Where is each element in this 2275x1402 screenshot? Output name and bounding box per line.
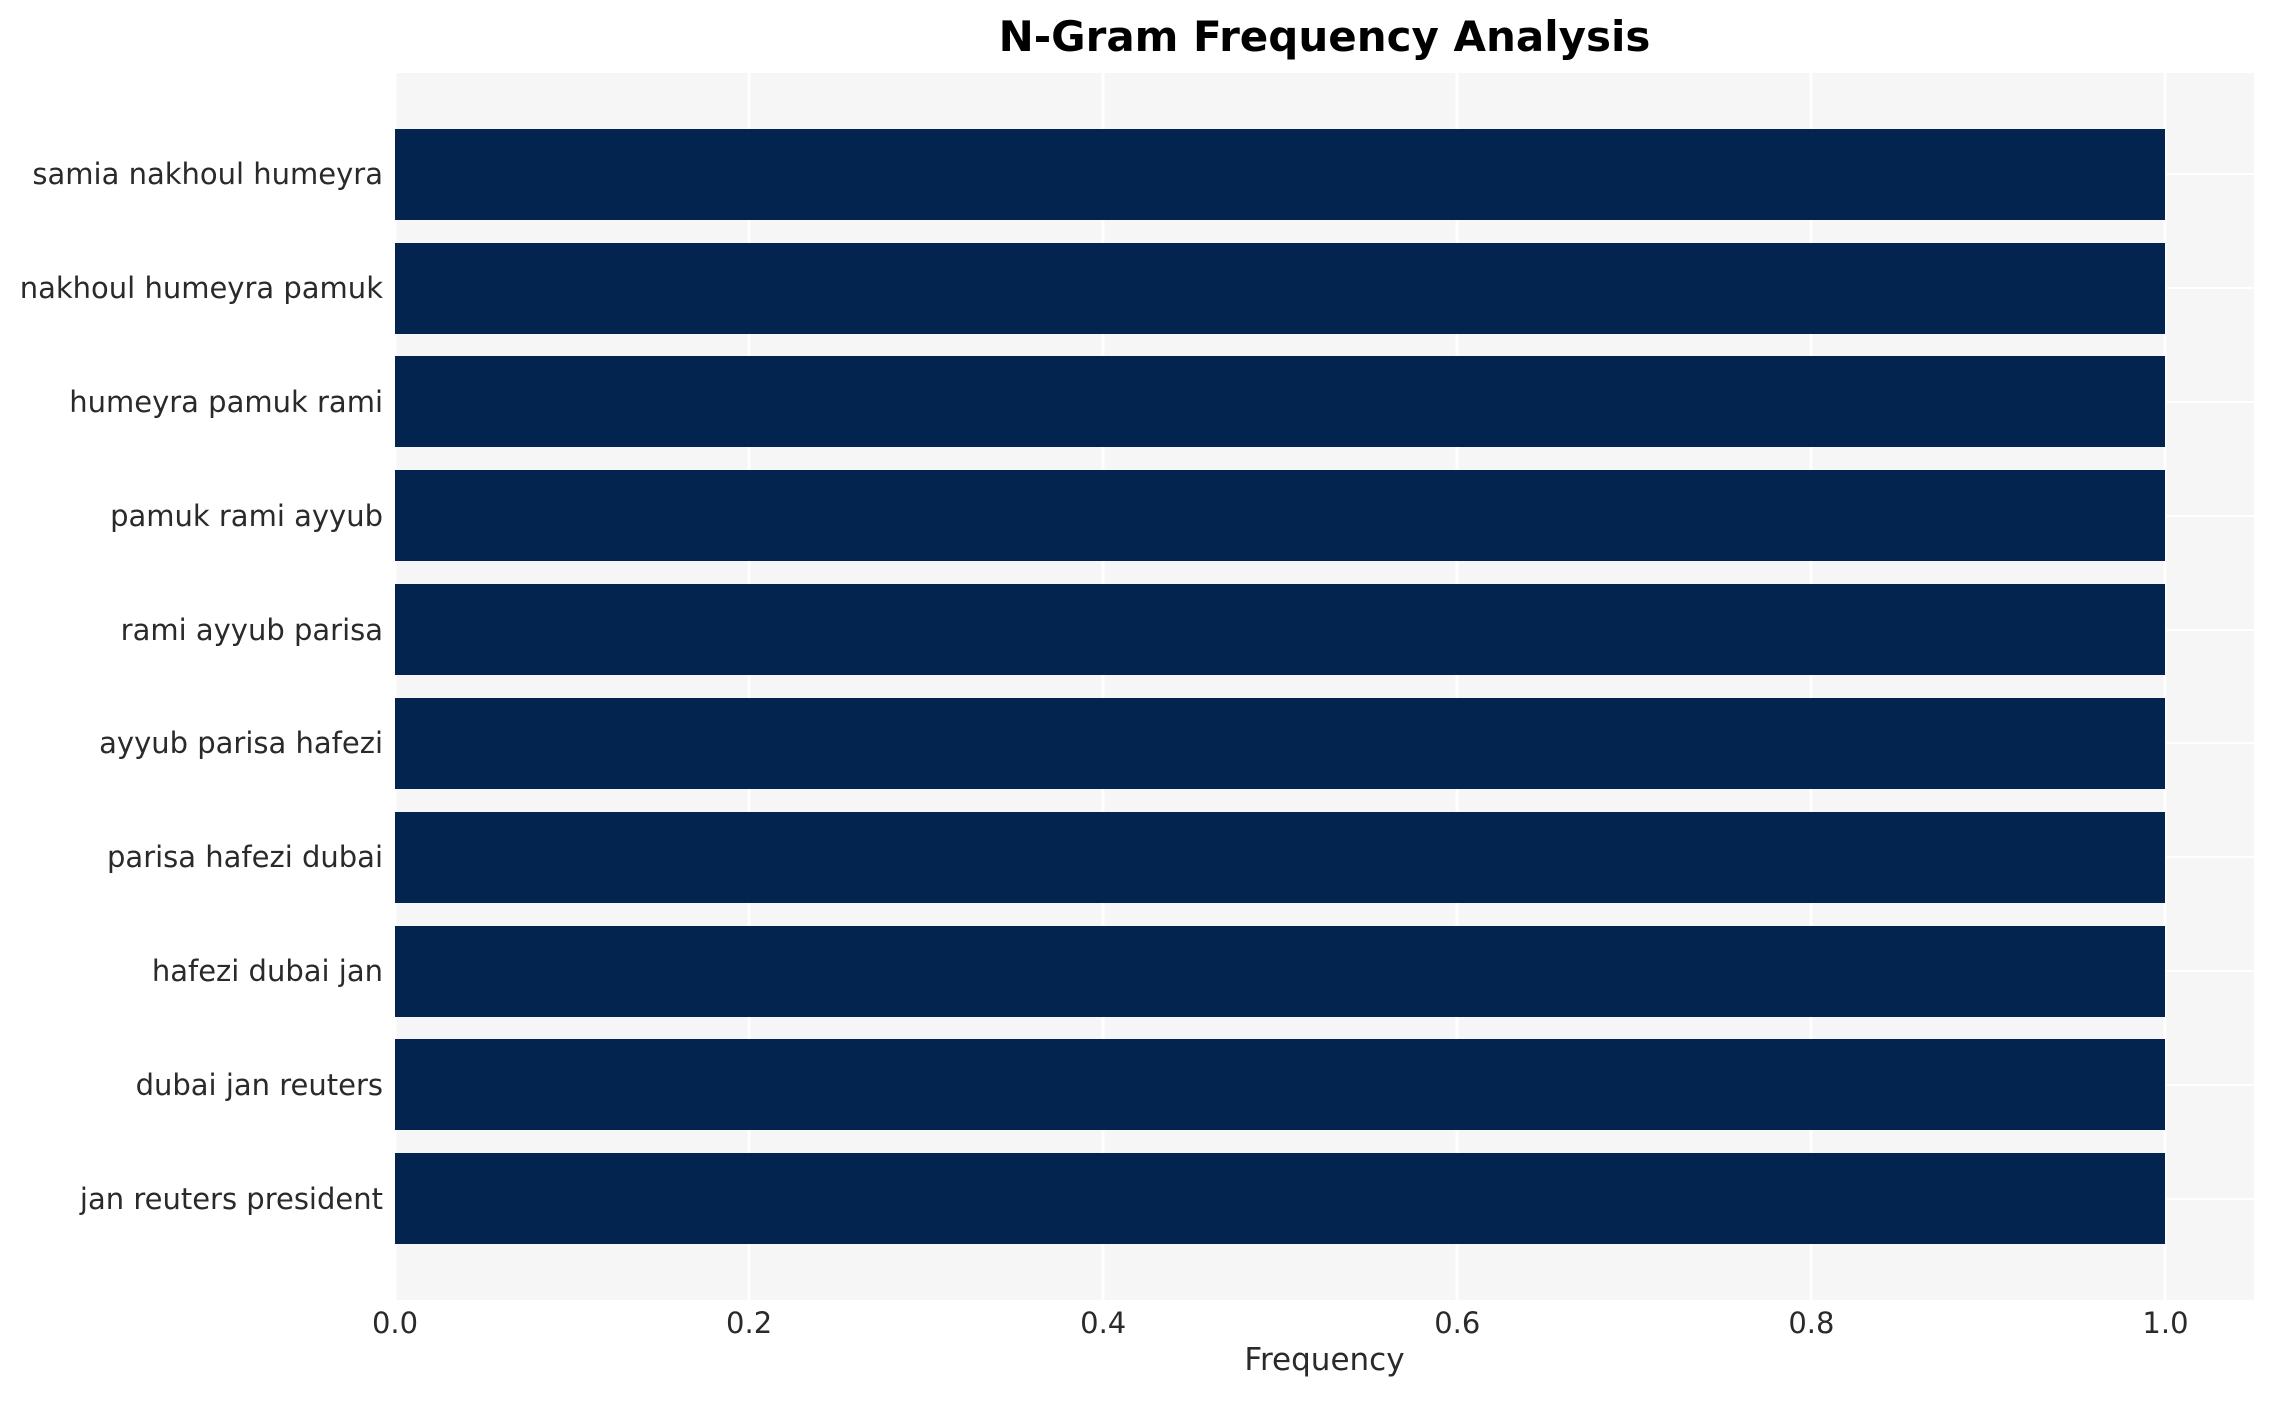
x-tick-label: 1.0 <box>2142 1306 2189 1340</box>
bar <box>395 356 2166 448</box>
y-tick-label: hafezi dubai jan <box>151 954 383 989</box>
chart-title: N-Gram Frequency Analysis <box>998 11 1651 61</box>
y-tick-label: samia nakhoul humeyra <box>32 157 383 192</box>
bar <box>395 584 2166 676</box>
x-axis-label: Frequency <box>1244 1342 1405 1378</box>
x-tick-label: 0.4 <box>1080 1306 1127 1340</box>
y-tick-label: parisa hafezi dubai <box>107 840 383 875</box>
bar <box>395 1039 2166 1131</box>
plot-area <box>393 73 2254 1300</box>
bar <box>395 128 2166 220</box>
bar <box>395 242 2166 334</box>
x-tick-label: 0.2 <box>726 1306 773 1340</box>
y-tick-label: nakhoul humeyra pamuk <box>19 271 383 306</box>
gridline-vertical <box>747 73 751 1300</box>
y-tick-label: ayyub parisa hafezi <box>99 726 383 761</box>
gridline-vertical <box>1809 73 1813 1300</box>
y-tick-label: jan reuters president <box>79 1181 383 1216</box>
y-tick-label: rami ayyub parisa <box>120 612 383 647</box>
y-tick-label: pamuk rami ayyub <box>110 498 383 533</box>
gridline-vertical <box>1101 73 1105 1300</box>
gridline-vertical <box>393 73 397 1300</box>
y-tick-label: humeyra pamuk rami <box>69 384 383 419</box>
x-tick-label: 0.0 <box>371 1306 419 1340</box>
bar <box>395 1153 2166 1245</box>
x-tick-label: 0.8 <box>1788 1306 1835 1340</box>
bar <box>395 470 2166 562</box>
y-tick-label: dubai jan reuters <box>135 1067 383 1102</box>
x-tick-label: 0.6 <box>1434 1306 1481 1340</box>
gridline-vertical <box>1455 73 1459 1300</box>
bar <box>395 811 2166 903</box>
bar <box>395 925 2166 1017</box>
bar <box>395 697 2166 789</box>
gridline-vertical <box>2163 73 2167 1300</box>
